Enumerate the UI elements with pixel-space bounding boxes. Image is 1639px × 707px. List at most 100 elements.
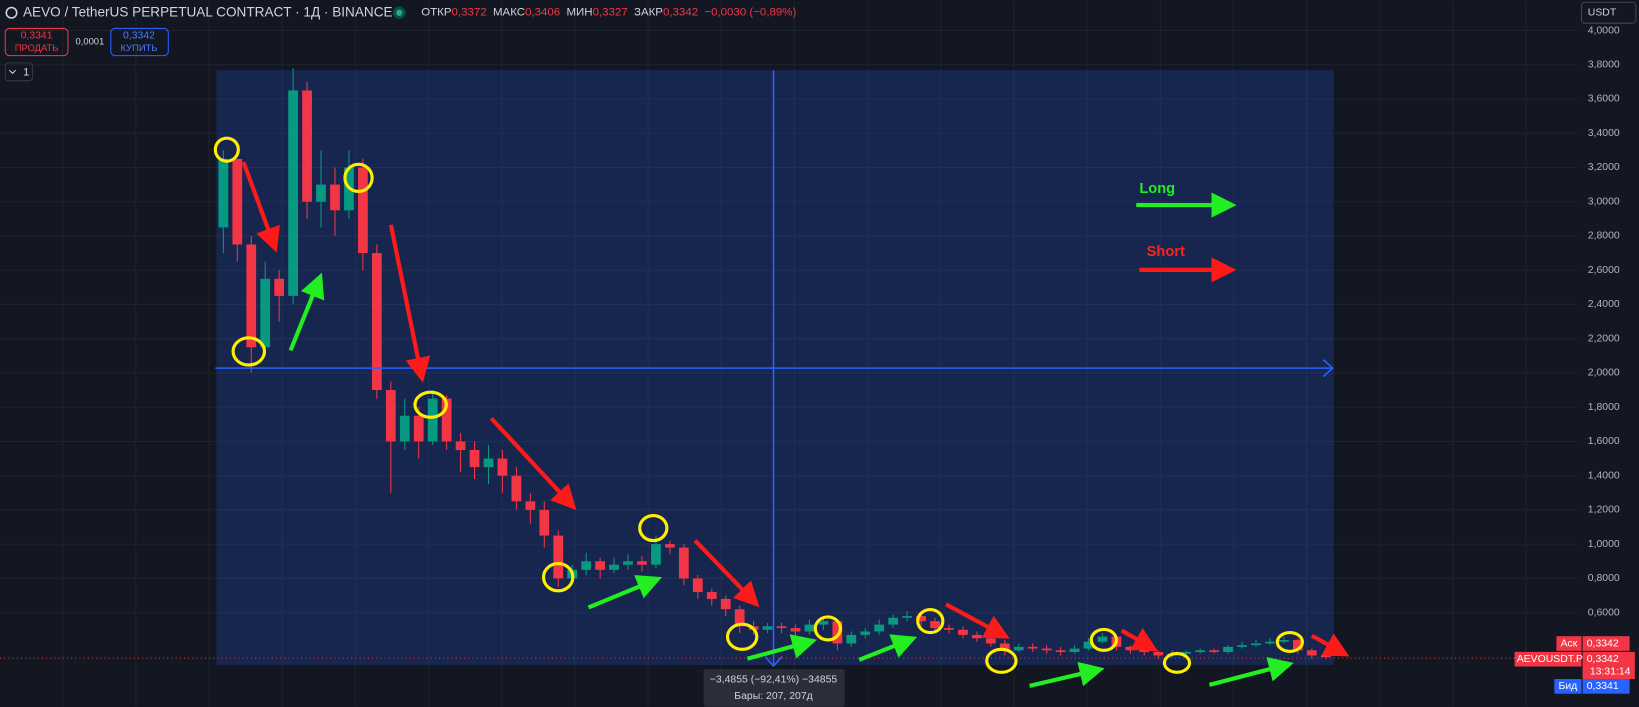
y-tick-label: 1,8000 (1588, 402, 1620, 413)
candle-body (455, 441, 466, 450)
candle-body (818, 621, 829, 625)
candle-body (316, 184, 326, 202)
spread: 0,0001 (76, 35, 105, 46)
y-tick-label: 2,4000 (1588, 299, 1620, 310)
y-tick-label: 0,8000 (1588, 573, 1620, 584)
close: 0,3342 (663, 7, 698, 19)
candle-body (1083, 641, 1094, 649)
candle-body (330, 184, 340, 211)
candle-body (609, 564, 619, 570)
candle-body (1320, 655, 1331, 658)
candle-body (1013, 646, 1024, 651)
candle-body (1027, 646, 1038, 649)
candle-body (581, 561, 592, 570)
candle-body (1181, 652, 1192, 654)
candle-body (1125, 646, 1136, 651)
y-tick-label: 3,6000 (1588, 94, 1620, 105)
candle-body (692, 578, 703, 593)
candle-body (218, 158, 229, 228)
layers-count: 1 (23, 66, 29, 78)
y-tick-label: 1,6000 (1588, 436, 1620, 447)
y-tick-label: 3,8000 (1588, 60, 1620, 71)
candle-body (288, 90, 299, 296)
measure-bars: Бары: 207, 207д (734, 691, 812, 702)
candle-body (385, 390, 396, 442)
buy-button[interactable] (110, 27, 169, 57)
candle-body (469, 449, 480, 468)
candle-body (1265, 641, 1275, 644)
candle-body (511, 475, 522, 502)
last: 0,3342 (1587, 654, 1619, 665)
long-arrows (288, 192, 1294, 688)
candle-body (930, 621, 940, 629)
chevron (9, 69, 17, 75)
y-tick-label: 1,0000 (1588, 539, 1620, 550)
measure-box (703, 669, 845, 707)
candle-body (860, 631, 871, 635)
measure-change: −3,4855 (−92,41%) −34855 (710, 674, 838, 685)
candle-body (623, 561, 633, 565)
candle-body (525, 501, 536, 510)
candle-body (539, 509, 550, 536)
y-tick-label: 4,0000 (1588, 25, 1620, 36)
short-arrows (241, 161, 1350, 657)
symbol-title: AEVO / TetherUS PERPETUAL CONTRACT · 1Д … (23, 4, 393, 19)
candle-body (776, 626, 787, 629)
y-tick-label: 2,6000 (1588, 265, 1620, 276)
candle-body (358, 167, 368, 254)
candle-body (1139, 650, 1150, 653)
candle-body (1055, 650, 1066, 653)
candle-body (958, 629, 968, 635)
close-label: ЗАКР (634, 7, 663, 19)
currency-select[interactable] (1580, 1, 1637, 24)
ask-box (1582, 636, 1630, 651)
candle-body (260, 278, 271, 348)
candle-body (888, 617, 899, 625)
sell-button[interactable] (4, 27, 69, 57)
open: 0,3372 (452, 7, 487, 19)
countdown: 13:31:14 (1590, 666, 1631, 677)
ask-label: Аск (1561, 638, 1578, 649)
candle-body (246, 244, 257, 348)
candle-body (1292, 640, 1303, 651)
candle-body (1069, 648, 1080, 653)
candle-body (985, 638, 996, 644)
bid: 0,3341 (1587, 681, 1619, 692)
long-label: Long (1139, 181, 1175, 197)
candle-body (916, 616, 926, 622)
candle-body (804, 624, 815, 632)
candle-body (706, 592, 717, 599)
candle-body (553, 535, 564, 579)
candle-body (846, 634, 857, 644)
bid-box (1582, 679, 1630, 694)
candle-body (371, 253, 382, 391)
candle-body (762, 626, 773, 630)
buy-label: КУПИТЬ (121, 42, 158, 53)
candle-body (1251, 643, 1261, 646)
measure-arrow (764, 656, 783, 668)
candle-body (232, 158, 243, 245)
candle-body (399, 415, 410, 442)
ask: 0,3342 (1587, 638, 1619, 649)
logo (5, 6, 18, 19)
candle-body (497, 458, 508, 476)
sell-label: ПРОДАТЬ (15, 42, 59, 53)
candle-body (1097, 636, 1108, 642)
candle-body (874, 624, 885, 632)
candle-body (274, 278, 285, 296)
candle-body (734, 609, 745, 627)
candle-body (678, 547, 689, 579)
bid-label: Бид (1559, 681, 1578, 692)
layers-toggle[interactable] (4, 62, 33, 82)
candle-body (637, 561, 647, 565)
circles (213, 136, 1304, 674)
candle-body (595, 561, 606, 570)
y-tick-label: 3,2000 (1588, 162, 1620, 173)
candle-body (1279, 640, 1289, 642)
candle-body (651, 544, 661, 565)
high: 0,3406 (525, 7, 560, 19)
status-dot-core (396, 9, 403, 16)
